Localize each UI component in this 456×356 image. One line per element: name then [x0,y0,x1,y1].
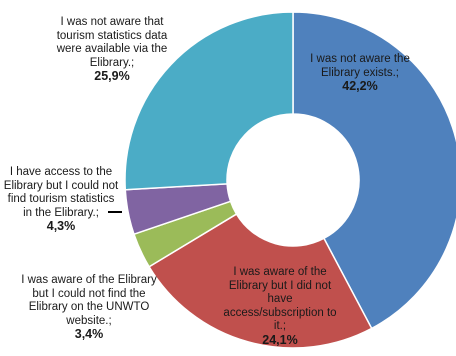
slice-value-label: 25,9% [94,69,130,83]
slice-value-label: 24,1% [262,332,298,347]
slice-value-label: 4,3% [46,219,76,233]
slice-label-access-no-stats: I have access to the Elibrary but I coul… [2,166,120,234]
slice-not-aware-exists [292,11,456,330]
slice-not-aware-stats [124,11,294,191]
slice-label-not-aware-stats: I was not aware that tourism statistics … [44,16,180,84]
slice-label-text: I have access to the Elibrary but I coul… [3,166,119,219]
slice-no-access [148,213,373,349]
slice-value-label: 3,4% [74,327,104,341]
slice-label-not-aware-exists: I was not aware the Elibrary exists.; 42… [295,53,425,94]
slice-label-text: I was not aware that tourism statistics … [56,16,168,69]
slice-label-text: I was aware of the Elibrary but I could … [21,274,157,327]
slice-value-label: 42,2% [342,79,378,93]
slice-label-no-access: I was aware of the Elibrary but I did no… [216,266,344,347]
slice-label-text: I was aware of the Elibrary but I did no… [223,266,337,332]
slice-label-not-found-website: I was aware of the Elibrary but I could … [20,274,158,342]
slice-label-text: I was not aware the Elibrary exists.; [310,53,410,79]
